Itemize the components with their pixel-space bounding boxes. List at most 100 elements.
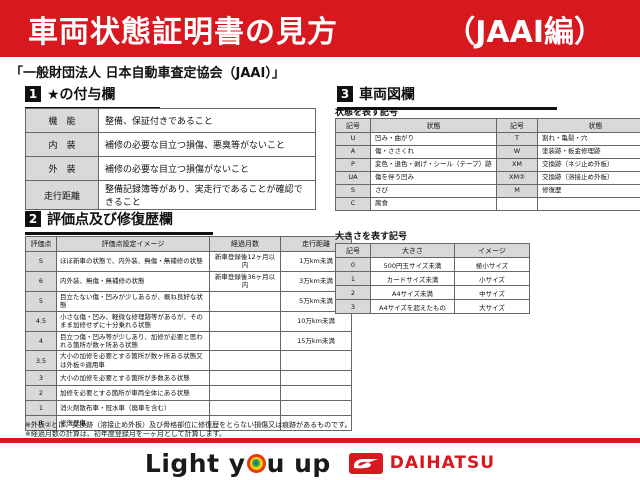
criteria-label: 機 能 <box>25 108 99 133</box>
grade-desc: 小さな傷・凹み、軽微な修理跡等があるが、そのまま加修せずに十分乗れる状態 <box>56 310 210 332</box>
grade: 1 <box>25 400 57 417</box>
section1-header: 1 ★の付与欄 <box>25 84 160 110</box>
table-row: 走行距離 整備記録簿等があり、実走行であることが確認できること <box>25 180 316 210</box>
grade: R <box>25 415 57 432</box>
table-row: C 腐食 <box>335 197 640 211</box>
months <box>209 350 281 372</box>
table-row: 2 加修を必要とする箇所が車両全体にある状態 <box>25 385 352 402</box>
criteria-label: 走行距離 <box>25 180 99 210</box>
page-title-edition: （JAAI編） <box>445 14 604 50</box>
size-image: 中サイズ <box>454 285 530 300</box>
table-row: U 凹み・曲がり T 割れ・亀裂・穴 <box>335 132 640 146</box>
table-row: P 変色・退色・剥げ・シール（テープ）跡 XM 交換跡（ネジ止め外板） <box>335 158 640 172</box>
status-symbols-caption: 状態を表す記号 <box>335 108 399 118</box>
col-header: 記号 <box>335 118 371 133</box>
grade-desc: 加修を必要とする箇所が車両全体にある状態 <box>56 385 210 402</box>
size-symbol: 3 <box>335 299 371 314</box>
section3-number-badge: 3 <box>337 86 353 102</box>
months <box>209 385 281 402</box>
months: 新車登録後36ヶ月以内 <box>209 270 281 292</box>
symbol-desc: 傷を伴う凹み <box>370 171 497 185</box>
col-header: 大きさ <box>370 243 455 258</box>
table-row: R 修復歴車 <box>25 415 352 432</box>
symbol: A <box>335 145 371 159</box>
symbol: U <box>335 132 371 146</box>
size-desc: 500円玉サイズ未満 <box>370 257 455 272</box>
section2-header: 2 評価点及び修復歴欄 <box>25 209 213 235</box>
size-symbol: 1 <box>335 271 371 286</box>
col-header: イメージ <box>454 243 530 258</box>
table-row: S さび M 修復歴 <box>335 184 640 198</box>
symbol: W <box>496 145 538 159</box>
criteria-desc: 補修の必要な目立つ損傷、悪臭等がないこと <box>98 132 316 157</box>
table-row: UA 傷を伴う凹み XM② 交換跡（溶接止め外板） <box>335 171 640 185</box>
table-header-row: 記号 状態 記号 状態 <box>335 118 640 133</box>
slogan-text-right: u up <box>266 448 331 478</box>
months: 新車登録後12ヶ月以内 <box>209 251 281 272</box>
mileage: 15万km未満 <box>280 330 352 352</box>
col-header: 状態 <box>370 118 497 133</box>
grade-desc: 目立つ傷・凹み等が少しあり、加修が必要と思われる箇所が数ヶ所ある状態 <box>56 330 210 352</box>
months <box>209 310 281 332</box>
table-row: 機 能 整備、保証付きであること <box>25 108 316 133</box>
footer-divider <box>0 438 640 443</box>
size-symbols-caption: 大きさを表す記号 <box>335 232 408 242</box>
criteria-label: 外 装 <box>25 156 99 181</box>
grade-desc: 修復歴車 <box>56 415 210 432</box>
col-header: 走行距離 <box>280 236 352 252</box>
grade: 5 <box>25 290 57 312</box>
table-row: 外 装 補修の必要な目立つ損傷がないこと <box>25 156 316 181</box>
table-row: 2 A4サイズ未満 中サイズ <box>335 285 530 300</box>
symbol: XM② <box>496 171 538 185</box>
table-row: 内 装 補修の必要な目立つ損傷、悪臭等がないこと <box>25 132 316 157</box>
daihatsu-logo: DAIHATSU <box>348 452 495 474</box>
section1-title: ★の付与欄 <box>47 87 116 103</box>
symbol-desc: 交換跡（溶接止め外板） <box>537 171 640 185</box>
col-header: 経過月数 <box>209 236 281 252</box>
table-row: 1 カードサイズ未満 小サイズ <box>335 271 530 286</box>
mileage <box>280 385 352 402</box>
size-symbols-table: 記号 大きさ イメージ 0 500円玉サイズ未満 極小サイズ 1 カードサイズ未… <box>335 243 530 314</box>
months <box>209 400 281 417</box>
table-row: 4.5 小さな傷・凹み、軽微な修理跡等があるが、そのまま加修せずに十分乗れる状態… <box>25 310 352 332</box>
symbol-desc: 塗装跡・板金修理跡 <box>537 145 640 159</box>
light-you-up-logo: Light y u up <box>145 449 331 478</box>
size-symbol: 0 <box>335 257 371 272</box>
footer: Light y u up DAIHATSU <box>0 446 640 480</box>
page-title: 車両状態証明書の見方 <box>28 14 338 50</box>
col-header: 記号 <box>335 243 371 258</box>
grade: S <box>25 251 57 272</box>
mileage <box>280 350 352 372</box>
symbol: P <box>335 158 371 172</box>
symbol-desc: 腐食 <box>370 197 497 211</box>
size-image: 極小サイズ <box>454 257 530 272</box>
symbol-desc: 凹み・曲がり <box>370 132 497 146</box>
daihatsu-mark-icon <box>348 452 383 474</box>
criteria-desc: 補修の必要な目立つ損傷がないこと <box>98 156 316 181</box>
grade-desc: 大小の加修を必要とする箇所が数ヶ所ある状態又は外板②適用車 <box>56 350 210 372</box>
symbol-desc <box>537 197 640 211</box>
col-header: 状態 <box>537 118 640 133</box>
table-row: A 傷・ささくれ W 塗装跡・板金修理跡 <box>335 145 640 159</box>
grade: 6 <box>25 270 57 292</box>
section3-title: 車両図欄 <box>359 87 415 103</box>
months <box>209 330 281 352</box>
grade-desc: 目立たない傷・凹みが少しあるが、概ね良好な状態 <box>56 290 210 312</box>
symbol <box>496 197 538 211</box>
section2-title: 評価点及び修復歴欄 <box>47 212 173 228</box>
mileage <box>280 370 352 387</box>
table-row: 3 A4サイズを超えたもの 大サイズ <box>335 299 530 314</box>
grade: 3.5 <box>25 350 57 372</box>
table-header-row: 記号 大きさ イメージ <box>335 243 530 258</box>
section1-number-badge: 1 <box>25 86 41 102</box>
size-image: 小サイズ <box>454 271 530 286</box>
criteria-desc: 整備記録簿等があり、実走行であることが確認できること <box>98 180 316 210</box>
months <box>209 290 281 312</box>
mileage: 10万km未満 <box>280 310 352 332</box>
size-desc: A4サイズ未満 <box>370 285 455 300</box>
symbol: UA <box>335 171 371 185</box>
star-criteria-table: 機 能 整備、保証付きであること 内 装 補修の必要な目立つ損傷、悪臭等がないこ… <box>25 108 316 210</box>
target-circle-icon <box>246 453 266 473</box>
grade: 4 <box>25 330 57 352</box>
symbol-desc: 傷・ささくれ <box>370 145 497 159</box>
